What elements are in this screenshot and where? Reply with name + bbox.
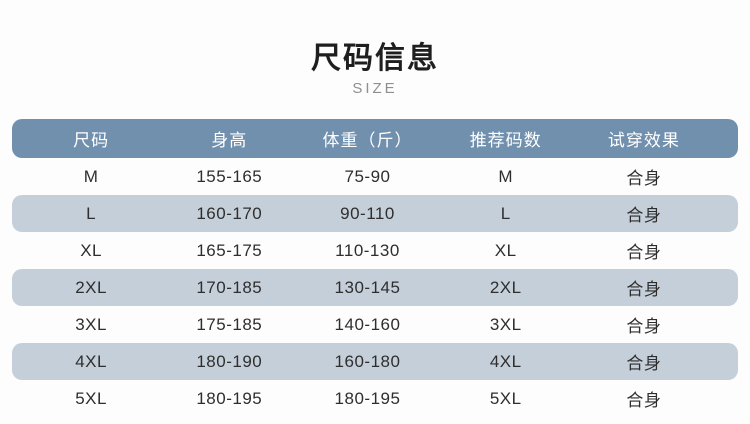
- cell-fit: 合身: [626, 206, 662, 225]
- cell-weight: 90-110: [340, 203, 395, 223]
- cell-size: 3XL: [75, 314, 107, 334]
- cell-weight: 110-130: [335, 240, 400, 260]
- table-row-2xl: 2XL 170-185 130-145 2XL 合身: [12, 269, 738, 306]
- table-row-xl: XL 165-175 110-130 XL 合身: [12, 232, 738, 269]
- header-cell-size: 尺码: [73, 131, 110, 150]
- cell-height: 160-170: [196, 203, 263, 223]
- cell-recommended: L: [500, 203, 511, 223]
- cell-height: 180-190: [196, 351, 263, 371]
- table-row-3xl: 3XL 175-185 140-160 3XL 合身: [12, 306, 738, 343]
- cell-size: XL: [80, 240, 102, 260]
- cell-weight: 130-145: [334, 277, 401, 297]
- cell-size: 5XL: [75, 388, 107, 408]
- size-table: 尺码 身高 体重（斤） 推荐码数 试穿效果 M 155-165 75-90 M …: [12, 119, 738, 417]
- cell-size: L: [86, 203, 97, 223]
- table-row-5xl: 5XL 180-195 180-195 5XL 合身: [12, 380, 738, 417]
- cell-height: 170-185: [196, 277, 263, 297]
- cell-fit: 合身: [626, 317, 662, 336]
- page-subtitle: SIZE: [352, 80, 398, 97]
- cell-height: 175-185: [196, 314, 263, 334]
- cell-fit: 合身: [626, 391, 662, 410]
- cell-weight: 180-195: [334, 388, 401, 408]
- cell-height: 165-175: [196, 240, 263, 260]
- cell-recommended: M: [498, 166, 514, 186]
- header-cell-weight: 体重（斤）: [322, 131, 413, 150]
- cell-fit: 合身: [626, 243, 662, 262]
- cell-weight: 140-160: [334, 314, 401, 334]
- table-row-l: L 160-170 90-110 L 合身: [12, 195, 738, 232]
- page-title: 尺码信息: [311, 42, 439, 75]
- table-row-m: M 155-165 75-90 M 合身: [12, 158, 738, 195]
- cell-recommended: XL: [494, 240, 517, 260]
- cell-height: 180-195: [196, 388, 263, 408]
- cell-size: 4XL: [75, 351, 107, 371]
- cell-weight: 75-90: [344, 166, 391, 186]
- cell-size: M: [83, 166, 99, 186]
- cell-recommended: 4XL: [489, 351, 522, 371]
- cell-size: 2XL: [75, 277, 107, 297]
- cell-weight: 160-180: [334, 351, 401, 371]
- cell-fit: 合身: [626, 280, 662, 299]
- cell-fit: 合身: [626, 354, 662, 373]
- cell-fit: 合身: [626, 169, 662, 188]
- cell-recommended: 5XL: [489, 388, 522, 408]
- header-cell-fit: 试穿效果: [607, 131, 680, 150]
- cell-recommended: 3XL: [489, 314, 522, 334]
- table-header-row: 尺码 身高 体重（斤） 推荐码数 试穿效果: [12, 119, 738, 158]
- header-cell-height: 身高: [211, 131, 248, 150]
- header-cell-recommended: 推荐码数: [469, 131, 542, 150]
- cell-height: 155-165: [196, 166, 263, 186]
- cell-recommended: 2XL: [489, 277, 522, 297]
- table-row-4xl: 4XL 180-190 160-180 4XL 合身: [12, 343, 738, 380]
